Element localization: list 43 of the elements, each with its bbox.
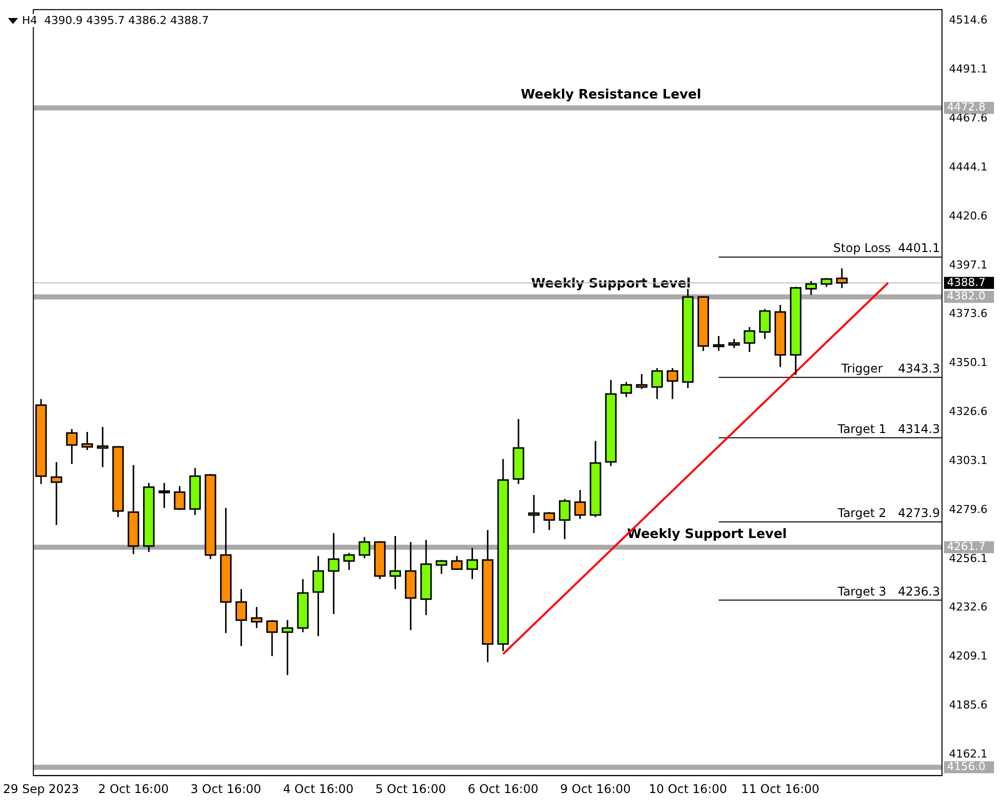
y-tick-label: 4256.1 xyxy=(949,552,988,565)
ref-line-label: Target 3 xyxy=(836,584,886,598)
y-tick-label: 4279.6 xyxy=(949,502,988,516)
y-tick-label: 4444.1 xyxy=(949,160,988,174)
annotation: 4273.9 xyxy=(898,506,940,520)
annotation: 4314.3 xyxy=(898,422,940,436)
x-tick-label: 9 Oct 16:00 xyxy=(560,782,631,796)
x-tick-label: 2 Oct 16:00 xyxy=(98,782,169,796)
text: 4156.0 xyxy=(947,760,986,774)
x-tick-label: 4 Oct 16:00 xyxy=(282,782,354,796)
ref-line-label: Target 2 xyxy=(836,506,886,520)
x-tick-label: 29 Sep 2023 xyxy=(3,782,80,796)
annotation: 4401.1 xyxy=(898,241,940,256)
y-tick-label: 4350.1 xyxy=(949,356,988,370)
text: 4382.0 xyxy=(947,290,986,303)
annotation: 4343.3 xyxy=(898,362,940,376)
y-tick-label: 4185.6 xyxy=(949,698,988,712)
x-tick-label: 11 Oct 16:00 xyxy=(741,782,820,796)
y-tick-label: 4232.6 xyxy=(949,600,988,614)
ref-line-label: Trigger xyxy=(840,362,883,376)
y-tick-label: 4491.1 xyxy=(949,62,988,76)
x-tick-label: 5 Oct 16:00 xyxy=(375,782,446,796)
annotation: 4236.3 xyxy=(898,584,940,598)
y-tick-label: 4397.1 xyxy=(949,258,988,272)
y-tick-label: 4162.1 xyxy=(949,747,988,760)
ref-line-label: Weekly Support Level xyxy=(627,527,787,542)
text: 4472.8 xyxy=(947,100,986,114)
ref-line-label: Weekly Resistance Level xyxy=(520,88,702,103)
ref-line-label: Target 1 xyxy=(836,422,886,436)
y-tick-label: 4420.6 xyxy=(949,209,988,222)
y-tick-label: 4326.6 xyxy=(949,405,988,418)
y-tick-label: 4209.1 xyxy=(949,650,988,663)
x-tick-label: 3 Oct 16:00 xyxy=(190,782,262,796)
y-tick-label: 4373.6 xyxy=(949,307,988,320)
text: 4388.7 xyxy=(947,276,986,289)
y-tick-label: 4467.6 xyxy=(949,112,988,125)
x-tick-label: 10 Oct 16:00 xyxy=(648,782,727,796)
y-tick-label: 4514.6 xyxy=(949,14,988,27)
x-tick-label: 6 Oct 16:00 xyxy=(468,782,538,796)
ref-line-label: Stop Loss xyxy=(833,241,891,256)
y-tick-label: 4303.1 xyxy=(949,454,988,467)
text: H4 4390.9 4395.7 4386.2 4388.7 xyxy=(22,14,209,27)
text: 4261.7 xyxy=(947,540,986,554)
